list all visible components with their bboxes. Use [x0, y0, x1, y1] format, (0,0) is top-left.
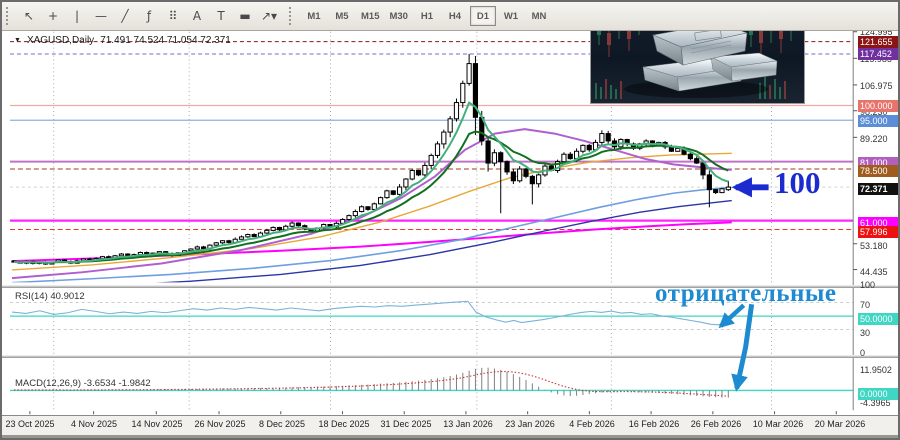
toolbar-drag-handle[interactable] [6, 7, 13, 25]
date-axis-label: 23 Oct 2025 [5, 419, 55, 429]
date-axis-label: 26 Feb 2026 [690, 419, 742, 429]
date-axis-label: 8 Dec 2025 [258, 419, 306, 429]
panel-separator-rsi-macd[interactable] [2, 355, 898, 358]
tool-crosshair-button[interactable]: + [42, 5, 64, 27]
macd-axis-label: -4.3965 [860, 397, 891, 408]
annotation-negative-text[interactable]: отрицательные [655, 280, 837, 307]
price-axis-label: 53.180 [860, 240, 888, 251]
macd-indicator-label: MACD(12,26,9) -3.6534 -1.9842 [15, 378, 151, 389]
timeframe-mn-button[interactable]: MN [526, 6, 552, 26]
date-axis-label: 16 Feb 2026 [628, 419, 680, 429]
price-level-badge: 121.655 [858, 35, 898, 48]
symbol-title[interactable]: ▼ XAGUSD,Daily 71.491 74.524 71.054 72.3… [14, 35, 231, 46]
tool-cursor-button[interactable]: ↖ [18, 5, 40, 27]
toolbar-drag-handle[interactable] [289, 7, 296, 25]
rsi-panel [9, 300, 854, 330]
timeframe-h1-button[interactable]: H1 [414, 6, 440, 26]
symbol-ohlc-values: 71.491 74.524 71.054 72.371 [100, 35, 231, 46]
timeframe-w1-button[interactable]: W1 [498, 6, 524, 26]
panel-separator-main-rsi[interactable] [2, 285, 898, 288]
current-price-badge: 72.371 [858, 182, 898, 195]
rsi-level-badge: 50.0000 [858, 313, 898, 325]
macd-panel [9, 367, 854, 398]
timeframe-group: M1 M5 M15 M30 H1 H4 D1 W1 MN [300, 6, 553, 26]
tool-vertical-line-button[interactable]: | [66, 5, 88, 27]
price-level-badge: 117.452 [858, 48, 898, 61]
rsi-axis-label: 30 [860, 327, 871, 338]
macd-axis-label: 11.9502 [860, 365, 892, 376]
tool-text-label-button[interactable]: T [210, 5, 232, 27]
tool-trend-line-button[interactable]: ╱ [114, 5, 136, 27]
price-level-badge: 95.000 [858, 115, 898, 128]
date-axis-label: 31 Dec 2025 [380, 419, 432, 429]
rsi-axis-label: 0 [860, 348, 866, 358]
ma-28-violet [11, 128, 732, 280]
price-level-badge: 78.500 [858, 164, 898, 177]
ma-55-orange [11, 152, 732, 271]
timeframe-h4-button[interactable]: H4 [442, 6, 468, 26]
rsi-indicator-label: RSI(14) 40.9012 [15, 291, 85, 302]
rsi-axis-label: 100 [860, 280, 876, 290]
date-axis-label: 14 Nov 2025 [131, 419, 183, 429]
price-axis-label: 124.995 [860, 27, 893, 37]
tool-grid-button[interactable]: ⠿ [162, 5, 184, 27]
timeframe-m1-button[interactable]: M1 [301, 6, 327, 26]
rsi-line [11, 300, 732, 326]
date-axis-label: 4 Feb 2026 [569, 419, 615, 429]
ema-fast-green [13, 101, 729, 264]
date-axis-strip [2, 415, 898, 436]
date-axis-label: 10 Mar 2026 [752, 419, 804, 429]
toolbar: ↖ + | — ╱ ƒ ⠿ A T ▬ ↗▾ M1 M5 M15 M30 H1 H4 D1 W1 MN [2, 2, 898, 31]
price-level-badge: 100.000 [858, 100, 898, 113]
tool-horizontal-line-button[interactable]: — [90, 5, 112, 27]
symbol-dropdown-icon[interactable]: ▼ [14, 37, 21, 44]
macd-level-badge: 0.0000 [858, 388, 898, 400]
tool-text-button[interactable]: A [186, 5, 208, 27]
symbol-name: XAGUSD,Daily [26, 35, 95, 46]
tool-fibonacci-button[interactable]: ƒ [138, 5, 160, 27]
date-axis-label: 18 Dec 2025 [318, 419, 370, 429]
timeframe-m30-button[interactable]: M30 [385, 6, 411, 26]
tool-arrows-button[interactable]: ↗▾ [258, 5, 280, 27]
ema-slow-green [13, 130, 729, 264]
price-axis-label: 106.975 [860, 80, 893, 91]
annotation-ma100-text[interactable]: 100 [774, 165, 821, 200]
timeframe-d1-button[interactable]: D1 [469, 6, 496, 26]
tool-rectangle-button[interactable]: ▬ [234, 5, 256, 27]
ma-100-lightblue [11, 186, 732, 283]
ma-150-navy [155, 199, 732, 283]
date-axis-label: 20 Mar 2026 [814, 419, 866, 429]
main-price-panel [9, 41, 854, 283]
silver-ingots [642, 22, 778, 92]
window-bottom-frame [2, 435, 898, 438]
price-axis-label: 89.220 [860, 133, 888, 144]
date-axis-label: 4 Nov 2025 [70, 419, 118, 429]
macd-signal-line [13, 370, 729, 397]
timeframe-m5-button[interactable]: M5 [329, 6, 355, 26]
date-axis-label: 26 Nov 2025 [194, 419, 246, 429]
drawing-tools-group: ↖ + | — ╱ ƒ ⠿ A T ▬ ↗▾ [17, 5, 281, 27]
timeframe-m15-button[interactable]: M15 [357, 6, 383, 26]
date-axis-label: 23 Jan 2026 [505, 419, 555, 429]
price-level-badge: 57.996 [858, 225, 898, 238]
rsi-axis-label: 70 [860, 300, 871, 311]
price-axis-label: 44.435 [860, 267, 888, 277]
date-axis-label: 13 Jan 2026 [443, 419, 493, 429]
